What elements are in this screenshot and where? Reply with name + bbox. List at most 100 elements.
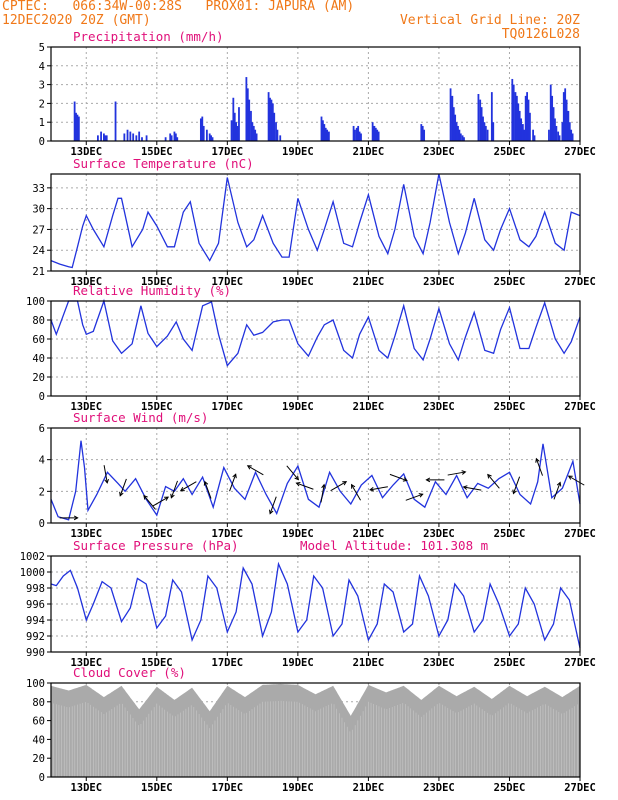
precip-bar — [526, 92, 528, 141]
wind-arrow-shaft — [389, 473, 408, 482]
precip-bar — [145, 135, 148, 141]
wind-arrow — [405, 493, 424, 501]
wind-arrow-head — [342, 481, 348, 486]
wind-arrow — [286, 465, 300, 481]
precip-xtick-label: 15DEC — [141, 146, 173, 158]
wind-arrow — [246, 465, 264, 476]
precip-bar — [279, 135, 282, 141]
pressure-ytick-label: 996 — [26, 599, 45, 611]
pressure-xtick-label: 23DEC — [423, 657, 455, 669]
rh-ytick-label: 0 — [39, 391, 45, 403]
wind-arrow-head — [351, 483, 356, 489]
precip-bar — [199, 118, 202, 141]
precip-bar — [355, 127, 358, 141]
rh-ytick-label: 100 — [26, 296, 45, 308]
cloud-xtick-label: 27DEC — [564, 782, 596, 794]
precip-bar — [210, 135, 213, 141]
wind-arrow — [369, 486, 388, 492]
wind-ytick-label: 0 — [39, 518, 45, 530]
wind-arrow — [229, 473, 237, 492]
precip-bar — [132, 133, 135, 141]
precip-bar — [521, 124, 524, 141]
precip-bar — [320, 116, 323, 141]
wind-arrow-head — [246, 465, 252, 470]
wind-arrow-shaft — [535, 458, 543, 476]
precip-bar — [483, 122, 486, 141]
wind-arrow-shaft — [180, 481, 197, 492]
precip-bar — [202, 125, 205, 141]
wind-xtick-label: 15DEC — [141, 528, 173, 540]
rh-xtick-label: 19DEC — [282, 401, 314, 413]
wind-arrow-head — [179, 486, 185, 492]
wind-arrow — [567, 475, 585, 486]
wind-arrow-head — [203, 480, 209, 486]
precip-bar — [246, 88, 249, 141]
precip-bar — [276, 129, 279, 141]
precip-bar — [97, 135, 99, 141]
temp-ytick-label: 24 — [32, 245, 45, 257]
wind-arrow-shaft — [463, 486, 482, 491]
precip-bar — [562, 92, 565, 141]
wind-arrow-shaft — [269, 496, 277, 514]
wind-arrow — [447, 470, 467, 476]
precip-bar — [482, 116, 484, 141]
precip-bar — [455, 122, 458, 141]
precip-bar — [371, 122, 374, 141]
precip-bar — [565, 99, 568, 141]
precip-bar — [75, 112, 77, 141]
precip-bar — [527, 99, 530, 141]
precip-bar — [326, 129, 329, 141]
precip-ytick-label: 2 — [39, 98, 45, 110]
wind-arrow-head — [294, 475, 300, 481]
temp-xtick-label: 23DEC — [423, 276, 455, 288]
precip-bar — [251, 122, 254, 141]
precip-bar — [557, 131, 560, 141]
pressure-ytick-label: 992 — [26, 631, 45, 643]
wind-arrow — [487, 473, 500, 489]
wind-arrow-head — [164, 496, 170, 501]
rh-panel: 0 20 40 60 80 100 13DEC 15DEC 17DEC 19DEC 21DEC 23D… — [26, 283, 596, 413]
wind-arrow-head — [418, 493, 424, 498]
precip-bar — [205, 129, 208, 141]
wind-arrow — [553, 481, 562, 500]
pressure-xtick-label: 13DEC — [70, 657, 102, 669]
header-model-code: TQ0126L028 — [501, 27, 580, 42]
rh-ytick-label: 80 — [32, 315, 45, 327]
precip-bar — [555, 125, 558, 141]
precip-bar — [176, 137, 179, 141]
pressure-annotation: Model Altitude: 101.308 m — [300, 538, 488, 553]
wind-arrow-shaft — [330, 481, 347, 492]
wind-arrow — [462, 485, 482, 491]
precip-bar — [549, 84, 552, 141]
precip-xtick-label: 17DEC — [212, 146, 244, 158]
precip-frame — [50, 46, 581, 142]
wind-xtick-label: 21DEC — [353, 528, 385, 540]
temp-xtick-label: 15DEC — [141, 276, 173, 288]
cloud-xtick-label: 21DEC — [353, 782, 385, 794]
temp-xtick-label: 13DEC — [70, 276, 102, 288]
wind-arrow-head — [512, 489, 517, 495]
precip-bar — [238, 107, 240, 141]
temp-panel: 21 24 27 30 33 13DEC 15DEC 17DEC 19DEC 21DEC 23DEC… — [32, 156, 595, 288]
precip-ytick-label: 5 — [39, 42, 45, 54]
precip-bar — [352, 125, 355, 141]
rh-ytick-label: 40 — [32, 353, 45, 365]
wind-arrow-shaft — [487, 474, 500, 489]
pressure-ytick-label: 1000 — [20, 567, 45, 579]
wind-arrow-head — [567, 475, 573, 480]
cloud-ytick-label: 0 — [39, 772, 45, 784]
precip-bar — [480, 107, 483, 141]
wind-arrow — [389, 473, 408, 482]
precip-bar — [452, 107, 455, 141]
precip-bar — [232, 97, 235, 141]
cloud-xtick-label: 17DEC — [212, 782, 244, 794]
precip-xtick-label: 19DEC — [282, 146, 314, 158]
wind-series-line — [50, 440, 581, 521]
precip-bar — [169, 133, 172, 141]
precip-bar — [520, 118, 523, 141]
precip-bar — [103, 133, 105, 141]
cloud-xtick-label: 23DEC — [423, 782, 455, 794]
precip-bar — [518, 110, 521, 141]
precip-bar — [105, 135, 108, 141]
